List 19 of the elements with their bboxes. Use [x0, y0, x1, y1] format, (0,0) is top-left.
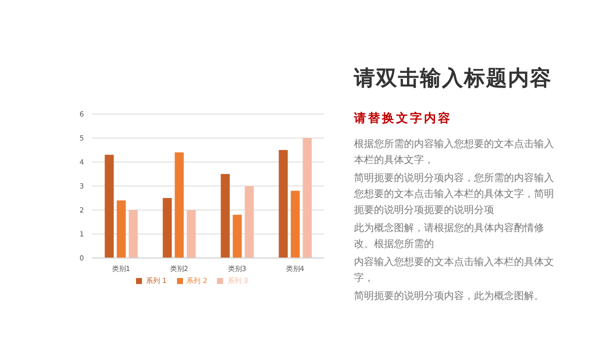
bar: [186, 210, 196, 258]
bar: [116, 200, 126, 258]
bar: [278, 150, 288, 258]
text: 此为概念图解，请根据您的具体内容酌情修改。根据您所需的: [354, 222, 545, 252]
bar: [128, 210, 138, 258]
bar: [174, 152, 184, 258]
bar: [244, 186, 254, 258]
bar: [104, 154, 114, 258]
bar: [162, 198, 172, 258]
bar: [220, 174, 230, 258]
text: 根据您所需的内容输入您想要的文本点击输入本栏的具体文字，: [354, 138, 555, 168]
bar: [290, 190, 300, 258]
bar: [302, 138, 312, 258]
text: 内容输入您想要的文本点击输入本栏的具体文字，: [354, 256, 555, 286]
text: 简明扼要的说明分项内容，您所需的内容输入您想要的文本点击输入本栏的具体文字，简明扼要的说明分项扼要的说明分项: [354, 172, 555, 218]
text: 请双击输入标题内容: [354, 65, 553, 92]
text: 简明扼要的说明分项内容，此为概念图解。: [354, 290, 545, 304]
bar: [232, 214, 242, 258]
text: 请替换文字内容: [354, 110, 453, 127]
